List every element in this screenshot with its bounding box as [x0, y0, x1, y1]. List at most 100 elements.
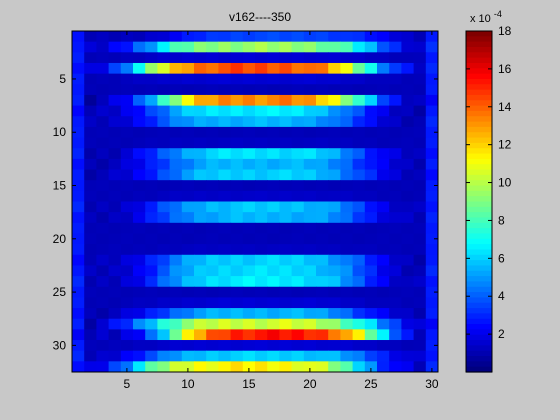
heatmap-cell — [108, 361, 122, 373]
heatmap-cell — [267, 41, 280, 53]
heatmap-cell — [340, 329, 354, 341]
heatmap-cell — [425, 73, 439, 85]
colorbar-swatch — [466, 340, 492, 346]
heatmap-cell — [206, 276, 219, 288]
heatmap-cell — [328, 233, 341, 245]
heatmap-cell — [389, 158, 402, 171]
heatmap-cell — [279, 31, 293, 43]
heatmap-cell — [72, 201, 85, 213]
heatmap-cell — [255, 350, 268, 362]
heatmap-cell — [267, 318, 280, 330]
x-axis-ticks: 5 10 15 20 25 30 — [124, 31, 439, 391]
heatmap-cell — [401, 169, 415, 181]
heatmap-cell — [413, 233, 427, 245]
x-tick-label: 20 — [303, 377, 317, 391]
heatmap-cell — [389, 73, 402, 85]
heatmap-cell — [84, 254, 97, 266]
heatmap-cell — [120, 254, 134, 266]
heatmap-cell — [364, 190, 378, 202]
heatmap-cell — [108, 340, 122, 352]
heatmap-cell — [377, 52, 390, 64]
heatmap-cell — [328, 286, 341, 298]
heatmap-cell — [242, 73, 256, 85]
heatmap-cell — [303, 105, 317, 117]
heatmap-cell — [120, 361, 134, 373]
heatmap-cell — [145, 41, 158, 53]
colorbar-swatch — [466, 318, 492, 325]
heatmap-cell — [328, 265, 341, 277]
heatmap-cell — [84, 73, 97, 85]
heatmap-cell — [120, 222, 134, 234]
heatmap-cell — [206, 84, 219, 96]
heatmap-cell — [120, 308, 134, 320]
heatmap-cell — [157, 169, 171, 181]
heatmap-cell — [72, 126, 85, 139]
heatmap-cell — [425, 318, 439, 330]
heatmap-cell — [377, 222, 390, 234]
heatmap-cell — [194, 222, 207, 234]
y-tick-label: 15 — [53, 179, 67, 193]
heatmap-cell — [133, 318, 146, 330]
heatmap-cell — [425, 41, 439, 53]
heatmap-cell — [413, 31, 427, 43]
heatmap-cell — [425, 116, 439, 128]
heatmap-cell — [230, 308, 244, 320]
heatmap-cell — [133, 158, 146, 171]
heatmap-cell — [267, 297, 280, 309]
heatmap-cell — [267, 201, 280, 213]
heatmap-cell — [328, 94, 341, 107]
heatmap-cell — [303, 222, 317, 234]
heatmap-cell — [145, 62, 158, 75]
heatmap-cell — [145, 105, 158, 117]
heatmap-cell — [425, 158, 439, 171]
heatmap-cell — [389, 318, 402, 330]
heatmap-cell — [316, 201, 329, 213]
heatmap-cell — [96, 201, 110, 213]
heatmap-cell — [120, 329, 134, 341]
heatmap-cell — [255, 254, 268, 266]
heatmap-cell — [255, 190, 268, 202]
heatmap-cell — [230, 286, 244, 298]
heatmap-cell — [96, 254, 110, 266]
heatmap-cell — [242, 180, 256, 192]
heatmap-cell — [389, 94, 402, 107]
colorbar-swatch — [466, 212, 492, 219]
heatmap-cell — [303, 286, 317, 298]
heatmap-cell — [145, 350, 158, 362]
heatmap-cell — [218, 190, 232, 202]
heatmap-cell — [279, 41, 293, 53]
heatmap-cell — [352, 212, 366, 224]
heatmap-cell — [218, 105, 232, 117]
heatmap-cell — [352, 116, 366, 128]
heatmap-cell — [425, 233, 439, 245]
heatmap-cell — [96, 265, 110, 277]
heatmap-cell — [364, 308, 378, 320]
heatmap-cell — [72, 84, 85, 96]
colorbar-tick-label: 8 — [498, 213, 505, 227]
heatmap-cell — [84, 329, 97, 341]
heatmap-cell — [279, 276, 293, 288]
heatmap-cell — [364, 254, 378, 266]
heatmap-cell — [230, 158, 244, 171]
heatmap-cell — [352, 201, 366, 213]
heatmap-cell — [120, 244, 134, 256]
heatmap-cell — [389, 276, 402, 288]
heatmap-cell — [303, 340, 317, 352]
heatmap-cell — [316, 52, 329, 64]
heatmap-cell — [425, 180, 439, 192]
heatmap-cell — [267, 52, 280, 64]
heatmap-cell — [230, 180, 244, 192]
heatmap-cell — [267, 180, 280, 192]
heatmap-cell — [230, 350, 244, 362]
heatmap-cell — [303, 308, 317, 320]
heatmap-cell — [279, 105, 293, 117]
heatmap-cell — [218, 41, 232, 53]
heatmap-cell — [377, 244, 390, 256]
heatmap-cell — [108, 52, 122, 64]
heatmap-cell — [425, 297, 439, 309]
heatmap-cell — [230, 361, 244, 373]
heatmap-cell — [120, 73, 134, 85]
heatmap-cell — [255, 318, 268, 330]
x-tick-label: 15 — [242, 377, 256, 391]
heatmap-cell — [194, 233, 207, 245]
